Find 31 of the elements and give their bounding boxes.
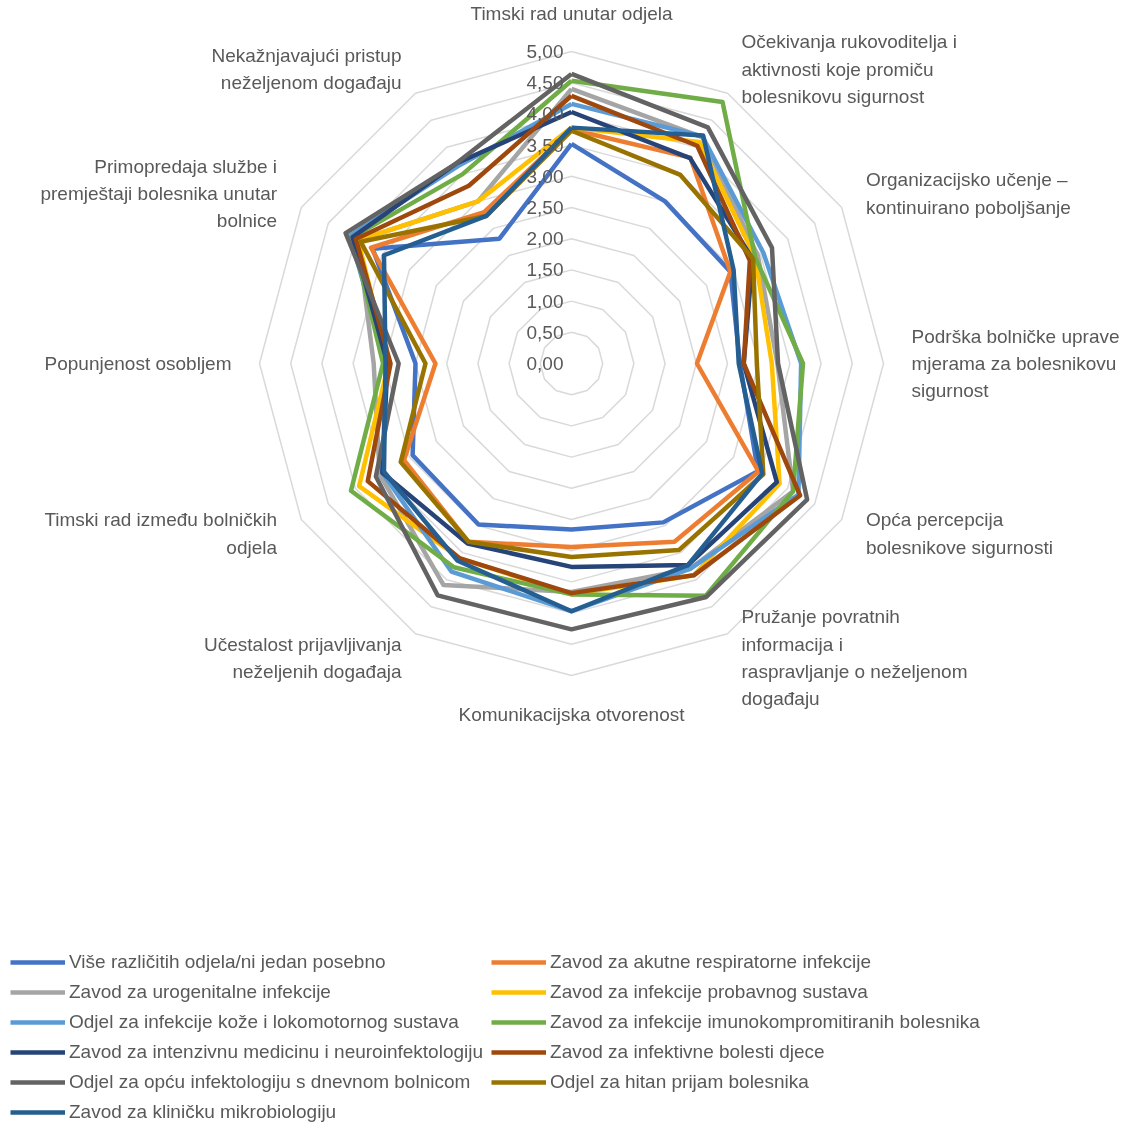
y-tick-label: 1,50 xyxy=(526,259,564,281)
spoke-label: Primopredaja službe i premještaji bolesnika unutar bolnice xyxy=(40,155,278,232)
spoke-label: Popunjenost osobljem xyxy=(44,353,232,374)
legend-label: Zavod za infektivne bolesti djece xyxy=(550,1041,825,1063)
spoke-label: Učestalost prijavljivanja neželjenih događaja xyxy=(204,633,402,683)
legend-label: Zavod za infekcije imunokompromitiranih bolesnika xyxy=(550,1011,980,1033)
legend-label: Zavod za intenzivnu medicinu i neuroinfektologiju xyxy=(69,1041,484,1063)
legend-label: Odjel za opću infektologiju s dnevnom bolnicom xyxy=(69,1071,471,1093)
legend-label: Zavod za kliničku mikrobiologiju xyxy=(69,1101,337,1123)
y-tick-label: 1,00 xyxy=(526,290,564,312)
spoke-label: Nekažnjavajući pristup neželjenom događaju xyxy=(211,44,402,94)
spoke-label: Pružanje povratnih informacija i raspravljanje o neželjenom događaju xyxy=(741,606,968,710)
y-tick-label: 0,00 xyxy=(526,353,564,374)
y-tick-label: 2,00 xyxy=(526,228,564,250)
y-tick-label: 5,00 xyxy=(526,41,564,62)
legend-label: Odjel za infekcije kože i lokomotornog sustava xyxy=(69,1011,459,1033)
legend-label: Zavod za infekcije probavnog sustava xyxy=(550,981,868,1003)
y-tick-label: 0,50 xyxy=(526,321,564,343)
legend-label: Zavod za akutne respiratorne infekcije xyxy=(550,951,872,973)
spoke-label: Očekivanja rukovoditelja i aktivnosti koje promiču bolesnikovu sigurnost xyxy=(741,31,957,107)
spoke-label: Komunikacijska otvorenost xyxy=(458,703,686,725)
spoke-label: Opća percepcija bolesnikove sigurnosti xyxy=(865,509,1053,558)
spoke-label: Podrška bolničke uprave mjerama za bolesnikovu sigurnost xyxy=(911,325,1120,402)
spoke-label: Timski rad unutar odjela xyxy=(470,2,673,24)
y-tick-label: 4,00 xyxy=(526,103,564,125)
legend-label: Više različitih odjela/ni jedan posebno xyxy=(69,951,386,973)
legend-label: Zavod za urogenitalne infekcije xyxy=(69,981,331,1003)
spoke-label: Timski rad između bolničkih odjela xyxy=(44,509,278,558)
legend-label: Odjel za hitan prijam bolesnika xyxy=(550,1071,809,1093)
y-tick-label: 2,50 xyxy=(526,197,564,218)
spoke-label: Organizacijsko učenje – kontinuirano poboljšanje xyxy=(865,169,1071,218)
